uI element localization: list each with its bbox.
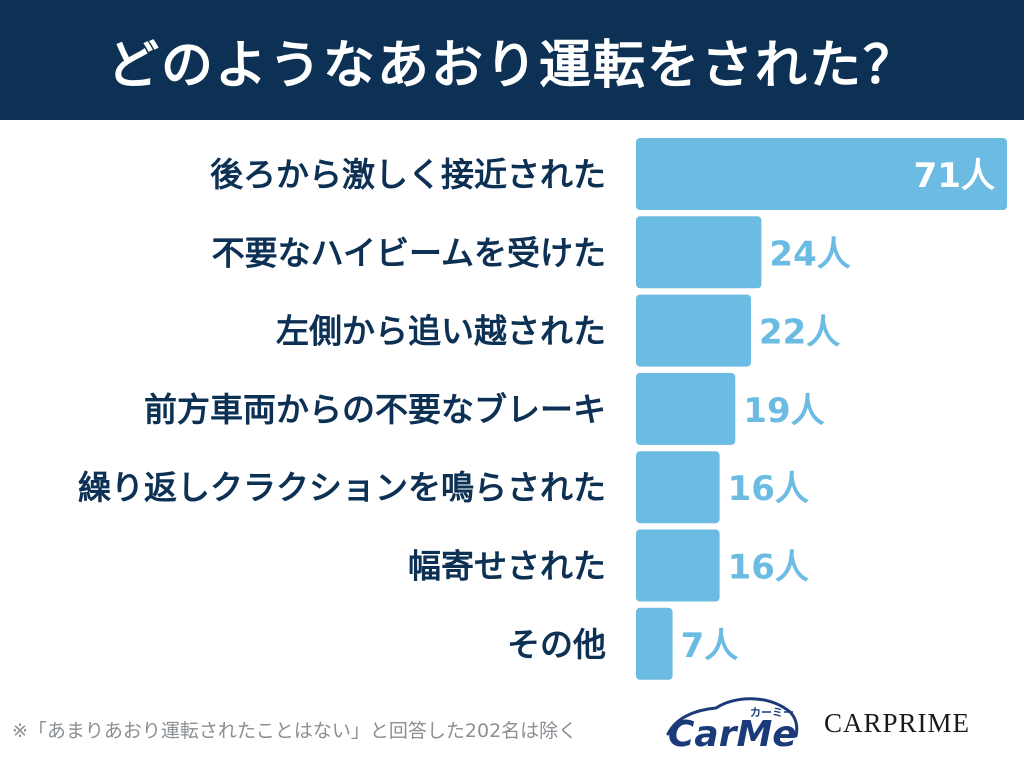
- value-label: 71人: [914, 156, 995, 196]
- category-label: 前方車両からの不要なブレーキ: [144, 390, 606, 429]
- category-label: その他: [507, 625, 606, 664]
- value-label: 24人: [769, 234, 850, 274]
- carprime-logo: CARPRIME: [824, 708, 971, 738]
- bar: [636, 451, 720, 524]
- bar: [636, 138, 1007, 210]
- bar: [636, 294, 751, 367]
- page-title: どのようなあおり運転をされた？: [106, 35, 917, 96]
- carme-wordmark: CarMe: [668, 714, 797, 754]
- footnote: ※「あまりあおり運転されたことはない」と回答した202名は除く: [12, 720, 578, 742]
- bar: [636, 216, 762, 289]
- carme-logo: カーミー CarMe: [666, 697, 799, 754]
- value-label: 16人: [728, 469, 809, 509]
- title-banner: どのようなあおり運転をされた？: [0, 0, 1024, 120]
- category-label: 幅寄せされた: [408, 547, 606, 586]
- category-label: 繰り返しクラクションを鳴らされた: [78, 468, 606, 507]
- value-label: 19人: [743, 391, 824, 431]
- bar: [636, 529, 720, 602]
- value-label: 16人: [728, 548, 809, 588]
- category-label: 不要なハイビームを受けた: [212, 233, 606, 272]
- value-label: 7人: [681, 626, 739, 666]
- bar: [636, 607, 673, 680]
- carme-car-outline-icon: [666, 697, 799, 738]
- carme-kana: カーミー: [750, 706, 794, 719]
- category-label: 後ろから激しく接近された: [210, 155, 606, 194]
- category-label: 左側から追い越された: [276, 312, 606, 351]
- bar: [636, 372, 736, 445]
- value-label: 22人: [759, 313, 840, 353]
